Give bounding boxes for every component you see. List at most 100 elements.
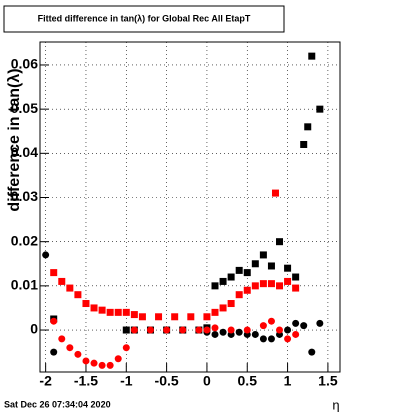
marker bbox=[259, 335, 267, 343]
x-tick-label: 0.5 bbox=[238, 373, 258, 389]
marker bbox=[50, 317, 58, 325]
marker bbox=[284, 264, 292, 272]
marker bbox=[267, 280, 275, 288]
x-tick-label: -1 bbox=[120, 373, 133, 389]
marker bbox=[267, 335, 275, 343]
marker bbox=[227, 300, 235, 308]
marker bbox=[187, 313, 195, 321]
marker bbox=[243, 286, 251, 294]
marker bbox=[304, 123, 312, 131]
marker bbox=[284, 326, 292, 334]
marker bbox=[122, 344, 130, 352]
marker bbox=[66, 284, 74, 292]
marker bbox=[106, 361, 114, 369]
marker bbox=[122, 326, 130, 334]
marker bbox=[66, 344, 74, 352]
marker bbox=[50, 348, 58, 356]
marker bbox=[292, 273, 300, 281]
marker bbox=[259, 322, 267, 330]
marker bbox=[58, 335, 66, 343]
marker bbox=[251, 282, 259, 290]
marker bbox=[122, 308, 130, 316]
marker bbox=[74, 291, 82, 299]
marker bbox=[211, 324, 219, 332]
marker bbox=[284, 277, 292, 285]
marker bbox=[211, 308, 219, 316]
marker bbox=[203, 326, 211, 334]
marker bbox=[267, 317, 275, 325]
marker bbox=[171, 313, 179, 321]
marker bbox=[90, 359, 98, 367]
marker bbox=[308, 52, 316, 60]
marker bbox=[292, 330, 300, 338]
x-tick-label: 1.5 bbox=[318, 373, 338, 389]
marker bbox=[219, 277, 227, 285]
marker bbox=[251, 260, 259, 268]
marker bbox=[82, 300, 90, 308]
marker bbox=[276, 282, 284, 290]
marker bbox=[179, 326, 187, 334]
marker bbox=[316, 105, 324, 113]
marker bbox=[267, 262, 275, 270]
marker bbox=[211, 282, 219, 290]
marker bbox=[98, 361, 106, 369]
marker bbox=[219, 328, 227, 336]
marker bbox=[292, 319, 300, 327]
x-tick-label: -0.5 bbox=[155, 373, 179, 389]
marker bbox=[316, 319, 324, 327]
y-tick-label: 0 bbox=[30, 321, 38, 337]
chart-title: Fitted difference in tan(λ) for Global R… bbox=[38, 13, 251, 23]
marker bbox=[82, 357, 90, 365]
marker bbox=[138, 313, 146, 321]
y-tick-label: 0.01 bbox=[11, 277, 38, 293]
x-tick-label: 1 bbox=[284, 373, 292, 389]
marker bbox=[211, 330, 219, 338]
marker bbox=[98, 306, 106, 314]
y-axis-label: difference in tan(λ) bbox=[6, 68, 23, 211]
marker bbox=[276, 238, 284, 246]
marker bbox=[50, 269, 58, 277]
y-tick-label: 0.05 bbox=[11, 100, 38, 116]
marker bbox=[114, 308, 122, 316]
marker bbox=[146, 326, 154, 334]
marker bbox=[235, 328, 243, 336]
marker bbox=[163, 326, 171, 334]
marker bbox=[195, 326, 203, 334]
marker bbox=[74, 350, 82, 358]
marker bbox=[235, 291, 243, 299]
footer: Sat Dec 26 07:34:04 2020 bbox=[4, 399, 111, 409]
marker bbox=[227, 273, 235, 281]
marker bbox=[130, 326, 138, 334]
title-box bbox=[3, 5, 285, 33]
y-tick-label: 0.06 bbox=[11, 56, 38, 72]
y-tick-label: 0.03 bbox=[11, 188, 38, 204]
marker bbox=[308, 348, 316, 356]
marker bbox=[276, 326, 284, 334]
marker bbox=[284, 335, 292, 343]
marker bbox=[300, 322, 308, 330]
marker bbox=[155, 313, 163, 321]
marker bbox=[227, 326, 235, 334]
marker bbox=[114, 355, 122, 363]
marker bbox=[292, 284, 300, 292]
marker bbox=[259, 251, 267, 259]
marker bbox=[300, 140, 308, 148]
marker bbox=[219, 304, 227, 312]
marker bbox=[42, 251, 50, 259]
x-tick-label: -1.5 bbox=[74, 373, 98, 389]
marker bbox=[203, 313, 211, 321]
marker bbox=[106, 308, 114, 316]
marker bbox=[235, 266, 243, 274]
y-tick-label: 0.04 bbox=[11, 144, 38, 160]
x-axis-label: η bbox=[332, 397, 339, 412]
x-tick-label: 0 bbox=[203, 373, 211, 389]
marker bbox=[259, 280, 267, 288]
marker bbox=[271, 189, 279, 197]
marker bbox=[243, 269, 251, 277]
marker bbox=[58, 277, 66, 285]
marker bbox=[90, 304, 98, 312]
marker bbox=[251, 330, 259, 338]
x-tick-label: -2 bbox=[39, 373, 52, 389]
marker bbox=[243, 326, 251, 334]
